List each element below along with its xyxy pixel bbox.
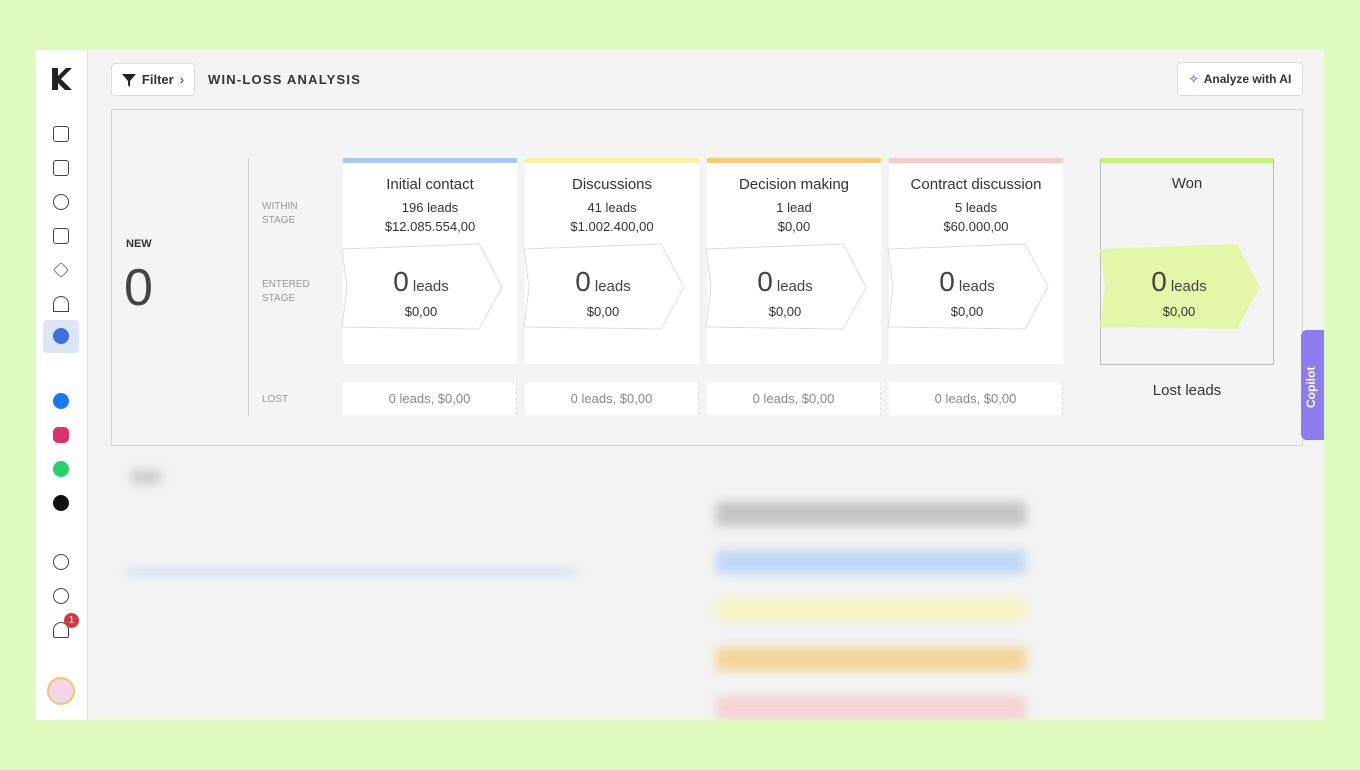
stage-card: Decision making 1 lead $0,00 0 leads $0,00 [705,158,881,364]
entered-count: 0 [939,266,955,297]
blurred-content [131,470,161,484]
contacts-icon[interactable] [53,194,69,210]
within-leads: 5 leads [955,200,997,215]
within-leads: 196 leads [401,200,459,215]
lost-label: LOST [262,394,289,405]
entered-count: 0 [575,266,591,297]
lost-box: 0 leads, $0,00 [525,382,699,415]
analyze-ai-label: Analyze with AI [1203,72,1292,86]
ai-icon: ✧ [1188,72,1199,86]
entered-count-row: 0 leads [1101,266,1257,298]
entered-unit: leads [594,278,631,295]
entered-arrow [1100,244,1260,329]
entered-arrow [523,243,685,330]
lost-box: 0 leads, $0,00 [343,382,517,415]
entered-arrow [705,243,867,330]
blurred-content [126,570,576,574]
entered-count-row: 0 leads [525,266,681,298]
filter-icon [121,73,136,87]
tiktok-icon[interactable] [53,495,69,511]
entered-amount: $0,00 [950,304,984,319]
within-amount: $0,00 [777,219,811,234]
stage-name: Initial contact [386,176,474,193]
automation-icon[interactable] [53,296,69,312]
entered-amount: $0,00 [404,304,438,319]
entered-amount: $0,00 [1162,304,1196,319]
entered-unit: leads [412,278,449,295]
stage-card: Discussions 41 leads $1.002.400,00 0 leads $0… [523,158,699,364]
entered-amount: $0,00 [768,304,802,319]
within-amount: $60.000,00 [943,219,1009,234]
stage-name: Decision making [738,176,850,193]
entered-count-row: 0 leads [343,266,499,298]
stage-card: Contract discussion 5 leads $60.000,00 0 lea… [887,158,1063,364]
new-count: 0 [124,259,153,317]
stage-card: Initial contact 196 leads $12.085.554,00 0 l… [341,158,517,364]
filter-button[interactable]: Filter › [111,63,195,96]
entered-unit: leads [958,278,995,295]
arrow-shape [523,243,685,330]
notifications-icon[interactable] [53,622,69,638]
entered-count: 0 [1151,266,1167,297]
calendar-icon[interactable] [53,160,69,176]
help-icon[interactable] [53,588,69,604]
entered-unit: leads [776,278,813,295]
lost-box: 0 leads, $0,00 [889,382,1063,415]
entered-arrow [887,243,1049,330]
within-amount: $12.085.554,00 [384,219,476,234]
blurred-content [716,502,1026,526]
within-amount: $1.002.400,00 [570,219,654,234]
arrow-shape [1100,244,1260,329]
ai-icon[interactable] [53,262,69,278]
chevron: › [179,72,185,87]
facebook-icon[interactable] [53,393,69,409]
sidebar: 1 [36,50,88,720]
avatar[interactable] [47,677,75,705]
blurred-content [716,696,1026,720]
entered-amount: $0,00 [586,304,620,319]
lost-leads-link[interactable]: Lost leads [1152,382,1222,399]
within-leads: 41 leads [587,200,637,215]
copilot-tab[interactable]: Copilot [1301,330,1324,440]
divider [248,158,249,416]
arrow-shape [705,243,867,330]
analyze-ai-button[interactable]: ✧ Analyze with AI [1177,62,1303,96]
blurred-content [716,647,1026,671]
stage-name: Contract discussion [910,176,1042,193]
lost-box: 0 leads, $0,00 [707,382,881,415]
entered-unit: leads [1170,278,1207,295]
app-window: 1 Filter › WIN-LOSS ANALYSIS ✧ Analyze wit… [36,50,1324,720]
entered-count-row: 0 leads [889,266,1045,298]
documents-icon[interactable] [53,228,69,244]
copilot-label: Copilot [1304,366,1318,408]
within-leads: 1 lead [776,200,812,215]
page-title: WIN-LOSS ANALYSIS [208,72,362,87]
whatsapp-icon[interactable] [53,461,69,477]
entered-arrow [341,243,503,330]
pipeline-icon[interactable] [53,126,69,142]
won-card: Won 0 leads $0,00 [1100,158,1274,365]
analytics-active[interactable] [43,320,79,353]
entered-count-row: 0 leads [707,266,863,298]
arrow-shape [341,243,503,330]
logo [52,68,72,90]
settings-icon[interactable] [53,554,69,570]
filter-label: Filter [141,72,174,87]
arrow-shape [887,243,1049,330]
blurred-content [716,598,1026,622]
entered-count: 0 [393,266,409,297]
instagram-icon[interactable] [53,427,69,443]
stage-name: Discussions [571,176,653,193]
win-loss-panel: NEW 0 WITHIN STAGE ENTERED STAGE LOST Lo… [111,109,1303,446]
within-stage-label: WITHIN STAGE [262,201,298,226]
entered-count: 0 [757,266,773,297]
notification-badge: 1 [64,613,79,628]
won-name: Won [1171,175,1203,192]
new-label: NEW [126,238,152,250]
entered-stage-label: ENTERED STAGE [262,279,310,304]
blurred-content [716,550,1026,574]
analytics-icon [53,328,69,344]
